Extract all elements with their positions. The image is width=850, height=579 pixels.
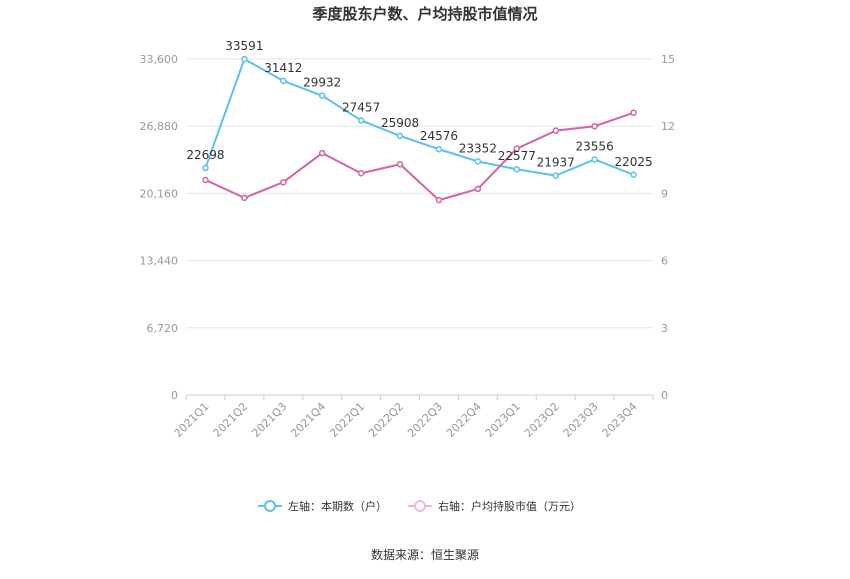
data-source: 数据来源：恒生聚源 (371, 547, 479, 562)
chart-title: 季度股东户数、户均持股市值情况 (312, 5, 537, 23)
legend-households-marker-icon (264, 500, 276, 512)
households-data-label: 23556 (576, 139, 614, 153)
x-axis-tick-label: 2023Q4 (600, 400, 640, 440)
avg-value-point[interactable] (280, 178, 287, 186)
avg-value-point[interactable] (513, 145, 521, 152)
households-point[interactable] (474, 158, 482, 165)
x-axis-tick-label: 2022Q1 (327, 400, 367, 440)
avg-value-point[interactable] (435, 196, 443, 204)
avg-value-point[interactable] (396, 161, 404, 168)
right-axis-tick-label: 15 (661, 53, 675, 66)
households-point[interactable] (357, 117, 365, 124)
households-point[interactable] (280, 77, 287, 85)
left-axis-tick-label: 20,160 (140, 187, 179, 200)
left-axis-tick-label: 6,720 (147, 322, 179, 335)
left-axis-tick-label: 33,600 (140, 53, 179, 66)
households-point[interactable] (318, 92, 326, 99)
right-axis-tick-label: 3 (661, 322, 668, 335)
right-axis-tick-label: 6 (661, 255, 668, 268)
avg-value-point[interactable] (474, 185, 482, 193)
avg-value-point[interactable] (318, 149, 326, 157)
households-point[interactable] (241, 55, 248, 63)
right-axis-tick-label: 12 (661, 120, 675, 133)
households-point[interactable] (513, 165, 521, 173)
households-data-label: 21937 (537, 156, 575, 170)
avg-value-point[interactable] (552, 127, 559, 134)
right-axis-tick-label: 0 (661, 389, 668, 402)
right-axis: 0 3 6 9 12 15 (661, 53, 675, 402)
x-axis-tick-label: 2022Q4 (444, 400, 484, 440)
avg-value-series-line (205, 111, 634, 202)
x-axis-tick-label: 2021Q1 (172, 400, 212, 440)
x-axis-tick-label: 2021Q4 (288, 400, 328, 440)
households-data-label: 29932 (303, 76, 341, 90)
households-data-label: 22698 (186, 148, 224, 162)
series-layer (202, 55, 637, 204)
x-axis-tick-label: 2023Q2 (522, 400, 562, 440)
households-point[interactable] (435, 145, 443, 153)
avg-value-point[interactable] (241, 194, 248, 202)
households-data-label: 25908 (381, 116, 419, 130)
legend-item-households[interactable]: 左轴：本期数（户） (258, 499, 387, 513)
grid-lines (186, 58, 653, 396)
left-axis-tick-label: 26,880 (140, 120, 179, 133)
avg-value-point[interactable] (202, 176, 209, 184)
households-data-label: 33591 (225, 39, 263, 53)
households-point[interactable] (552, 172, 559, 179)
households-data-label: 31412 (264, 61, 302, 75)
avg-value-point[interactable] (591, 122, 598, 130)
left-axis-tick-label: 0 (171, 389, 178, 402)
x-axis-tick-label: 2023Q3 (561, 400, 601, 440)
households-point[interactable] (396, 132, 404, 140)
right-axis-tick-label: 9 (661, 187, 668, 200)
households-data-label: 22025 (614, 155, 652, 169)
x-axis: 2021Q12021Q22021Q32021Q42022Q12022Q22022… (172, 395, 654, 440)
households-point[interactable] (630, 171, 637, 178)
x-axis-tick-label: 2022Q2 (366, 400, 406, 440)
households-data-label: 22577 (498, 149, 536, 163)
data-labels: 22698 33591314122993227457259082457623352… (186, 39, 652, 170)
avg-value-point[interactable] (630, 109, 637, 117)
legend: 左轴：本期数（户） 右轴：户均持股市值（万元） (258, 499, 581, 513)
households-point[interactable] (591, 156, 598, 163)
legend-households-label: 左轴：本期数（户） (288, 499, 387, 513)
legend-item-avg-value[interactable]: 右轴：户均持股市值（万元） (408, 499, 581, 513)
x-axis-tick-label: 2023Q1 (483, 400, 523, 440)
legend-avg-value-label: 右轴：户均持股市值（万元） (438, 499, 581, 513)
x-axis-tick-label: 2021Q2 (210, 400, 250, 440)
left-axis: 0 6,720 13,440 20,160 26,880 33,600 (140, 53, 179, 402)
left-axis-tick-label: 13,440 (140, 255, 179, 268)
avg-value-point[interactable] (357, 169, 365, 177)
x-axis-tick-label: 2021Q3 (249, 400, 289, 440)
households-data-label: 23352 (459, 141, 497, 155)
legend-avg-value-marker-icon (414, 500, 426, 512)
households-point[interactable] (202, 164, 209, 172)
households-series-line (204, 58, 634, 177)
x-axis-tick-label: 2022Q3 (405, 400, 445, 440)
households-data-label: 27457 (342, 100, 380, 114)
households-data-label: 24576 (420, 129, 458, 143)
